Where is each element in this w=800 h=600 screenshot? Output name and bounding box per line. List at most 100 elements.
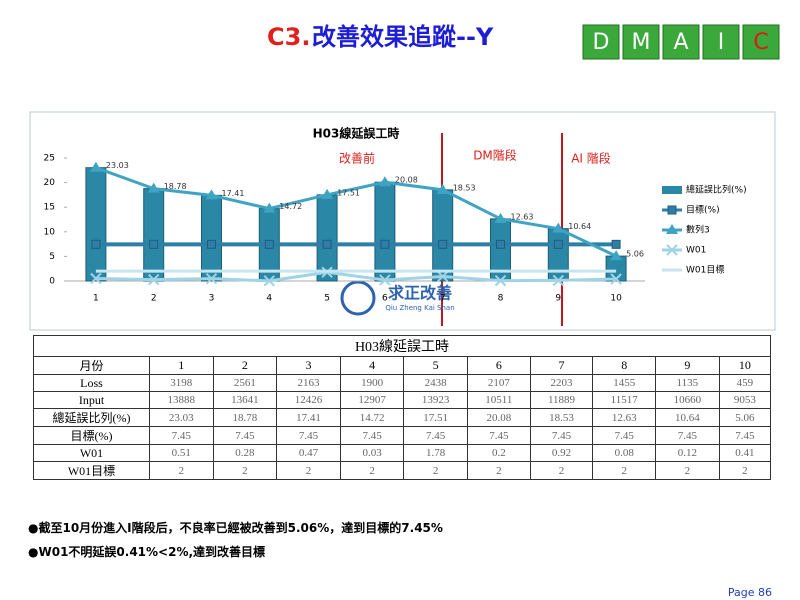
data-label: 18.78	[164, 182, 187, 191]
table-cell: 2	[403, 461, 468, 480]
table-cell: 0.41	[718, 444, 772, 462]
data-label: 20.08	[395, 176, 418, 185]
phase-label: AI 階段	[571, 151, 611, 166]
table-cell: 4	[339, 356, 405, 375]
table-cell: 10.64	[655, 408, 720, 427]
table-row: W01目標 2 2 2 2 2 2 2 2 2 2	[33, 461, 772, 480]
watermark-title: 求正改善	[388, 284, 452, 303]
table-cell: 10511	[466, 391, 531, 409]
bar	[547, 228, 569, 282]
page-number: Page 86	[728, 586, 772, 599]
legend-label: W01目標	[686, 264, 724, 276]
x-tick-label: 5	[324, 294, 330, 304]
table-cell: 1900	[339, 374, 405, 392]
x-tick-label: 9	[555, 294, 561, 304]
table-cell: 0.28	[212, 444, 278, 462]
step-letter: I	[718, 30, 725, 55]
marker	[207, 239, 216, 249]
step-letter: C	[753, 30, 768, 55]
table-cell: 11517	[592, 391, 657, 409]
table-cell: 2	[592, 461, 657, 480]
marker	[263, 275, 276, 287]
table-cell: 9	[655, 356, 720, 375]
table-cell: 0.12	[655, 444, 720, 462]
table-cell: 2107	[466, 374, 531, 392]
table-cell: 2	[655, 461, 720, 480]
x-tick-label: 2	[151, 294, 157, 304]
table-cell: 7.45	[339, 426, 405, 445]
table-cell: 18.78	[212, 408, 278, 427]
table-cell: 2438	[403, 374, 468, 392]
table-cell: 7.45	[529, 426, 594, 445]
table-cell: 2	[276, 461, 341, 480]
table-cell: 0.03	[339, 444, 405, 462]
table-cell: 2561	[212, 374, 278, 392]
marker	[552, 274, 565, 287]
step-box	[702, 24, 740, 60]
marker	[666, 224, 678, 234]
marker	[380, 239, 390, 249]
x-tick-label: 3	[209, 294, 215, 304]
table-cell: 2	[529, 461, 594, 480]
table-row: 月份 1 2 3 4 5 6 7 8 9 10	[33, 356, 772, 375]
table-cell: 2203	[529, 374, 594, 392]
table-cell: 6	[466, 356, 531, 375]
step-box	[742, 24, 780, 60]
table-cell: 10	[718, 356, 772, 375]
legend-label: 總延誤比列(%)	[686, 184, 747, 196]
table-cell: 7	[529, 356, 594, 375]
series-line	[95, 270, 617, 283]
marker	[611, 239, 621, 249]
series-line	[95, 166, 617, 258]
table-cell: 7.45	[276, 426, 341, 445]
marker	[552, 222, 565, 233]
bar	[201, 194, 222, 282]
x-tick-label: 10	[610, 294, 622, 304]
marker	[147, 182, 160, 193]
step-letter: M	[632, 30, 651, 55]
bullet-text: 截至10月份進入I階段后，不良率已經被改善到5.06%，達到目標的7.45%	[38, 521, 443, 535]
bar	[85, 167, 107, 282]
table-cell: 1	[149, 356, 214, 375]
marker	[147, 273, 160, 286]
x-tick-label: 7	[440, 294, 446, 304]
table-cell: 2	[466, 461, 531, 480]
table-cell: 20.08	[466, 408, 531, 427]
table-cell: 0.2	[466, 444, 531, 462]
table-row: Loss 3198 2561 2163 1900 2438 2107 2203 1455 1135…	[33, 374, 772, 392]
table-cell: 18.53	[529, 408, 594, 427]
marker	[494, 274, 507, 287]
marker	[610, 250, 623, 261]
data-table: H03線延誤工時 月份 1 2 3 4 5 6 7 8 9 10 Loss 3198 2561 2163 190…	[33, 335, 772, 480]
table-cell: 459	[718, 374, 772, 392]
y-tick-label: 20	[44, 178, 56, 188]
watermark-subtitle: Qiu Zheng Kai Shan	[385, 304, 454, 312]
table-cell: 8	[592, 356, 657, 375]
table-cell: 0.08	[592, 444, 657, 462]
table-cell: 7.45	[718, 426, 772, 445]
phase-label: 改善前	[339, 151, 375, 166]
step-box	[582, 24, 620, 60]
bullet-text: W01不明延誤0.41%<2%,達到改善目標	[38, 545, 266, 559]
logo	[340, 280, 376, 316]
table-cell: 17.41	[276, 408, 341, 427]
table-cell: 2	[212, 356, 278, 375]
table-cell: 5.06	[718, 408, 772, 427]
marker	[436, 183, 449, 194]
table-cell: 7.45	[466, 426, 531, 445]
table-cell: 17.51	[403, 408, 468, 427]
table-cell: Input	[33, 391, 150, 409]
y-tick-label: 10	[44, 227, 56, 237]
table-cell: 1.78	[403, 444, 468, 462]
table-row: 目標(%) 7.45 7.45 7.45 7.45 7.45 7.45 7.45 7.45 7.4…	[33, 426, 772, 445]
x-tick-label: 4	[266, 294, 272, 304]
table-cell: 2	[718, 461, 772, 480]
marker	[496, 239, 505, 249]
table-cell: W01	[33, 444, 150, 462]
data-label: 18.53	[453, 183, 476, 192]
marker	[263, 202, 276, 213]
legend-label: 目標(%)	[686, 204, 720, 216]
table-row: H03線延誤工時	[33, 335, 771, 357]
table-cell: Loss	[33, 374, 150, 392]
